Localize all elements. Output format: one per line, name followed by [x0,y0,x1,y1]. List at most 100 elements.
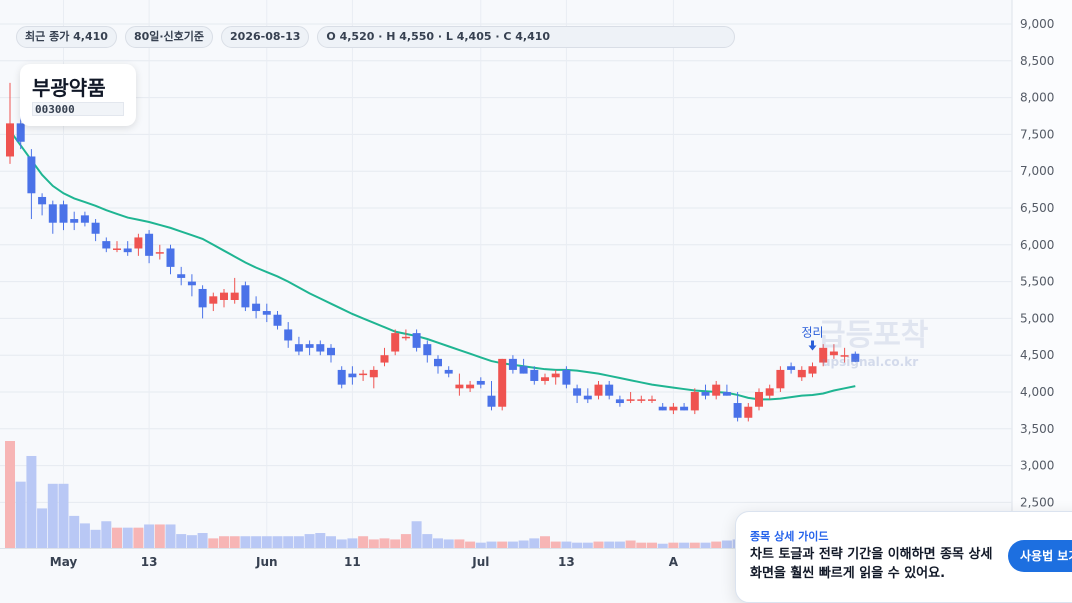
volume-bar [529,538,540,548]
candle-body [273,314,282,326]
candle-body [113,248,121,250]
candle-body [241,285,250,308]
volume-bar [304,534,315,548]
candle-body [637,399,646,401]
candle-body [423,344,432,356]
x-tick-label: May [50,555,78,569]
volume-bar [229,536,240,548]
volume-bar [550,541,561,548]
candle-body [412,333,421,348]
volume-bar [219,536,229,548]
volume-bar [37,508,48,548]
stock-code: 003000 [32,102,124,116]
x-tick-label: 13 [141,555,158,569]
candle-body [123,248,132,253]
candle-body [70,219,79,223]
candle-body [648,399,656,401]
candle-body [819,347,828,363]
signal-basis-chip[interactable]: 80일·신호기준 [124,26,214,48]
y-tick-label: 3,500 [1020,422,1054,436]
stock-chart[interactable]: 9,000 8,500 8,000 7,500 7,000 6,500 6,000 5,500… [0,0,1072,579]
volume-bar [475,542,486,548]
volume-bar [79,523,90,548]
volume-bar [636,542,647,548]
arrow-down-icon [808,340,817,351]
candle-body [16,123,25,142]
volume-bar [411,521,422,548]
volume-bar [133,527,144,548]
plot-area [0,0,1012,579]
candle-body [252,303,261,312]
volume-bar [518,540,529,548]
volume-bar [368,539,379,548]
candle-body [573,388,582,396]
volume-bar [443,539,454,548]
y-tick-label: 5,000 [1020,311,1054,325]
candle-body [466,384,475,389]
volume-bar [433,538,443,548]
candle-body [755,392,763,407]
guide-open-button[interactable]: 사용법 보기 [1008,540,1072,572]
candle-body [669,406,678,411]
candle-body [166,248,175,267]
volume-bar [336,539,347,548]
candle-body [615,399,624,404]
candle-body [262,311,271,315]
candle-body [284,329,293,341]
volume-bar [261,536,272,548]
volume-bar [400,534,411,548]
volume-bar [625,540,636,548]
volume-bar [315,533,326,548]
volume-bar [572,542,583,548]
volume-bar [689,542,700,548]
guide-popup: 종목 상세 가이드 차트 토글과 전략 기간을 이해하면 종목 상세 화면을 훨… [735,511,1072,603]
volume-bar [176,534,187,548]
candle-body [145,233,154,256]
candle-body [230,292,239,300]
volume-bar [272,536,283,548]
candle-body [498,358,507,407]
candle-body [401,336,410,339]
candle-body [6,123,14,157]
y-tick-label: 6,500 [1020,201,1054,215]
volume-bar [465,541,476,548]
candle-body [733,403,742,418]
y-tick-label: 5,500 [1020,275,1054,289]
candle-body [787,366,796,370]
volume-bar [15,481,26,548]
candle-body [187,281,196,286]
candle-body [59,204,68,223]
volume-bar [154,524,165,548]
volume-bar [540,536,550,548]
x-tick-label: 13 [558,555,575,569]
candle-body [765,388,774,396]
volume-bar [358,536,369,548]
stock-name: 부광약품 [32,76,106,100]
candle-body [722,392,731,396]
y-tick-label: 2,500 [1020,495,1054,509]
y-tick-label: 7,000 [1020,164,1054,178]
volume-bar [186,535,197,548]
candle-body [434,358,442,367]
candle-body [198,288,207,308]
candle-body [562,369,571,385]
volume-bar [668,542,679,548]
candle-body [80,215,89,223]
volume-bar [208,538,219,548]
candle-body [744,406,753,418]
volume-bar [497,541,508,548]
y-tick-label: 8,000 [1020,91,1054,105]
volume-bar [58,483,69,548]
x-tick-label: 11 [344,555,361,569]
candle-body [337,369,346,385]
watermark-brand: 급등포착 [818,318,929,353]
volume-bar [251,536,262,548]
y-tick-label: 9,000 [1020,17,1054,31]
volume-bar [390,539,401,548]
chart-canvas[interactable]: 9,000 8,500 8,000 7,500 7,000 6,500 6,000 5,500… [0,0,1072,579]
candle-body [38,196,47,205]
candle-body [605,384,614,396]
volume-bar [679,542,690,548]
x-tick-label: Jul [471,555,489,569]
candle-body [455,384,464,389]
